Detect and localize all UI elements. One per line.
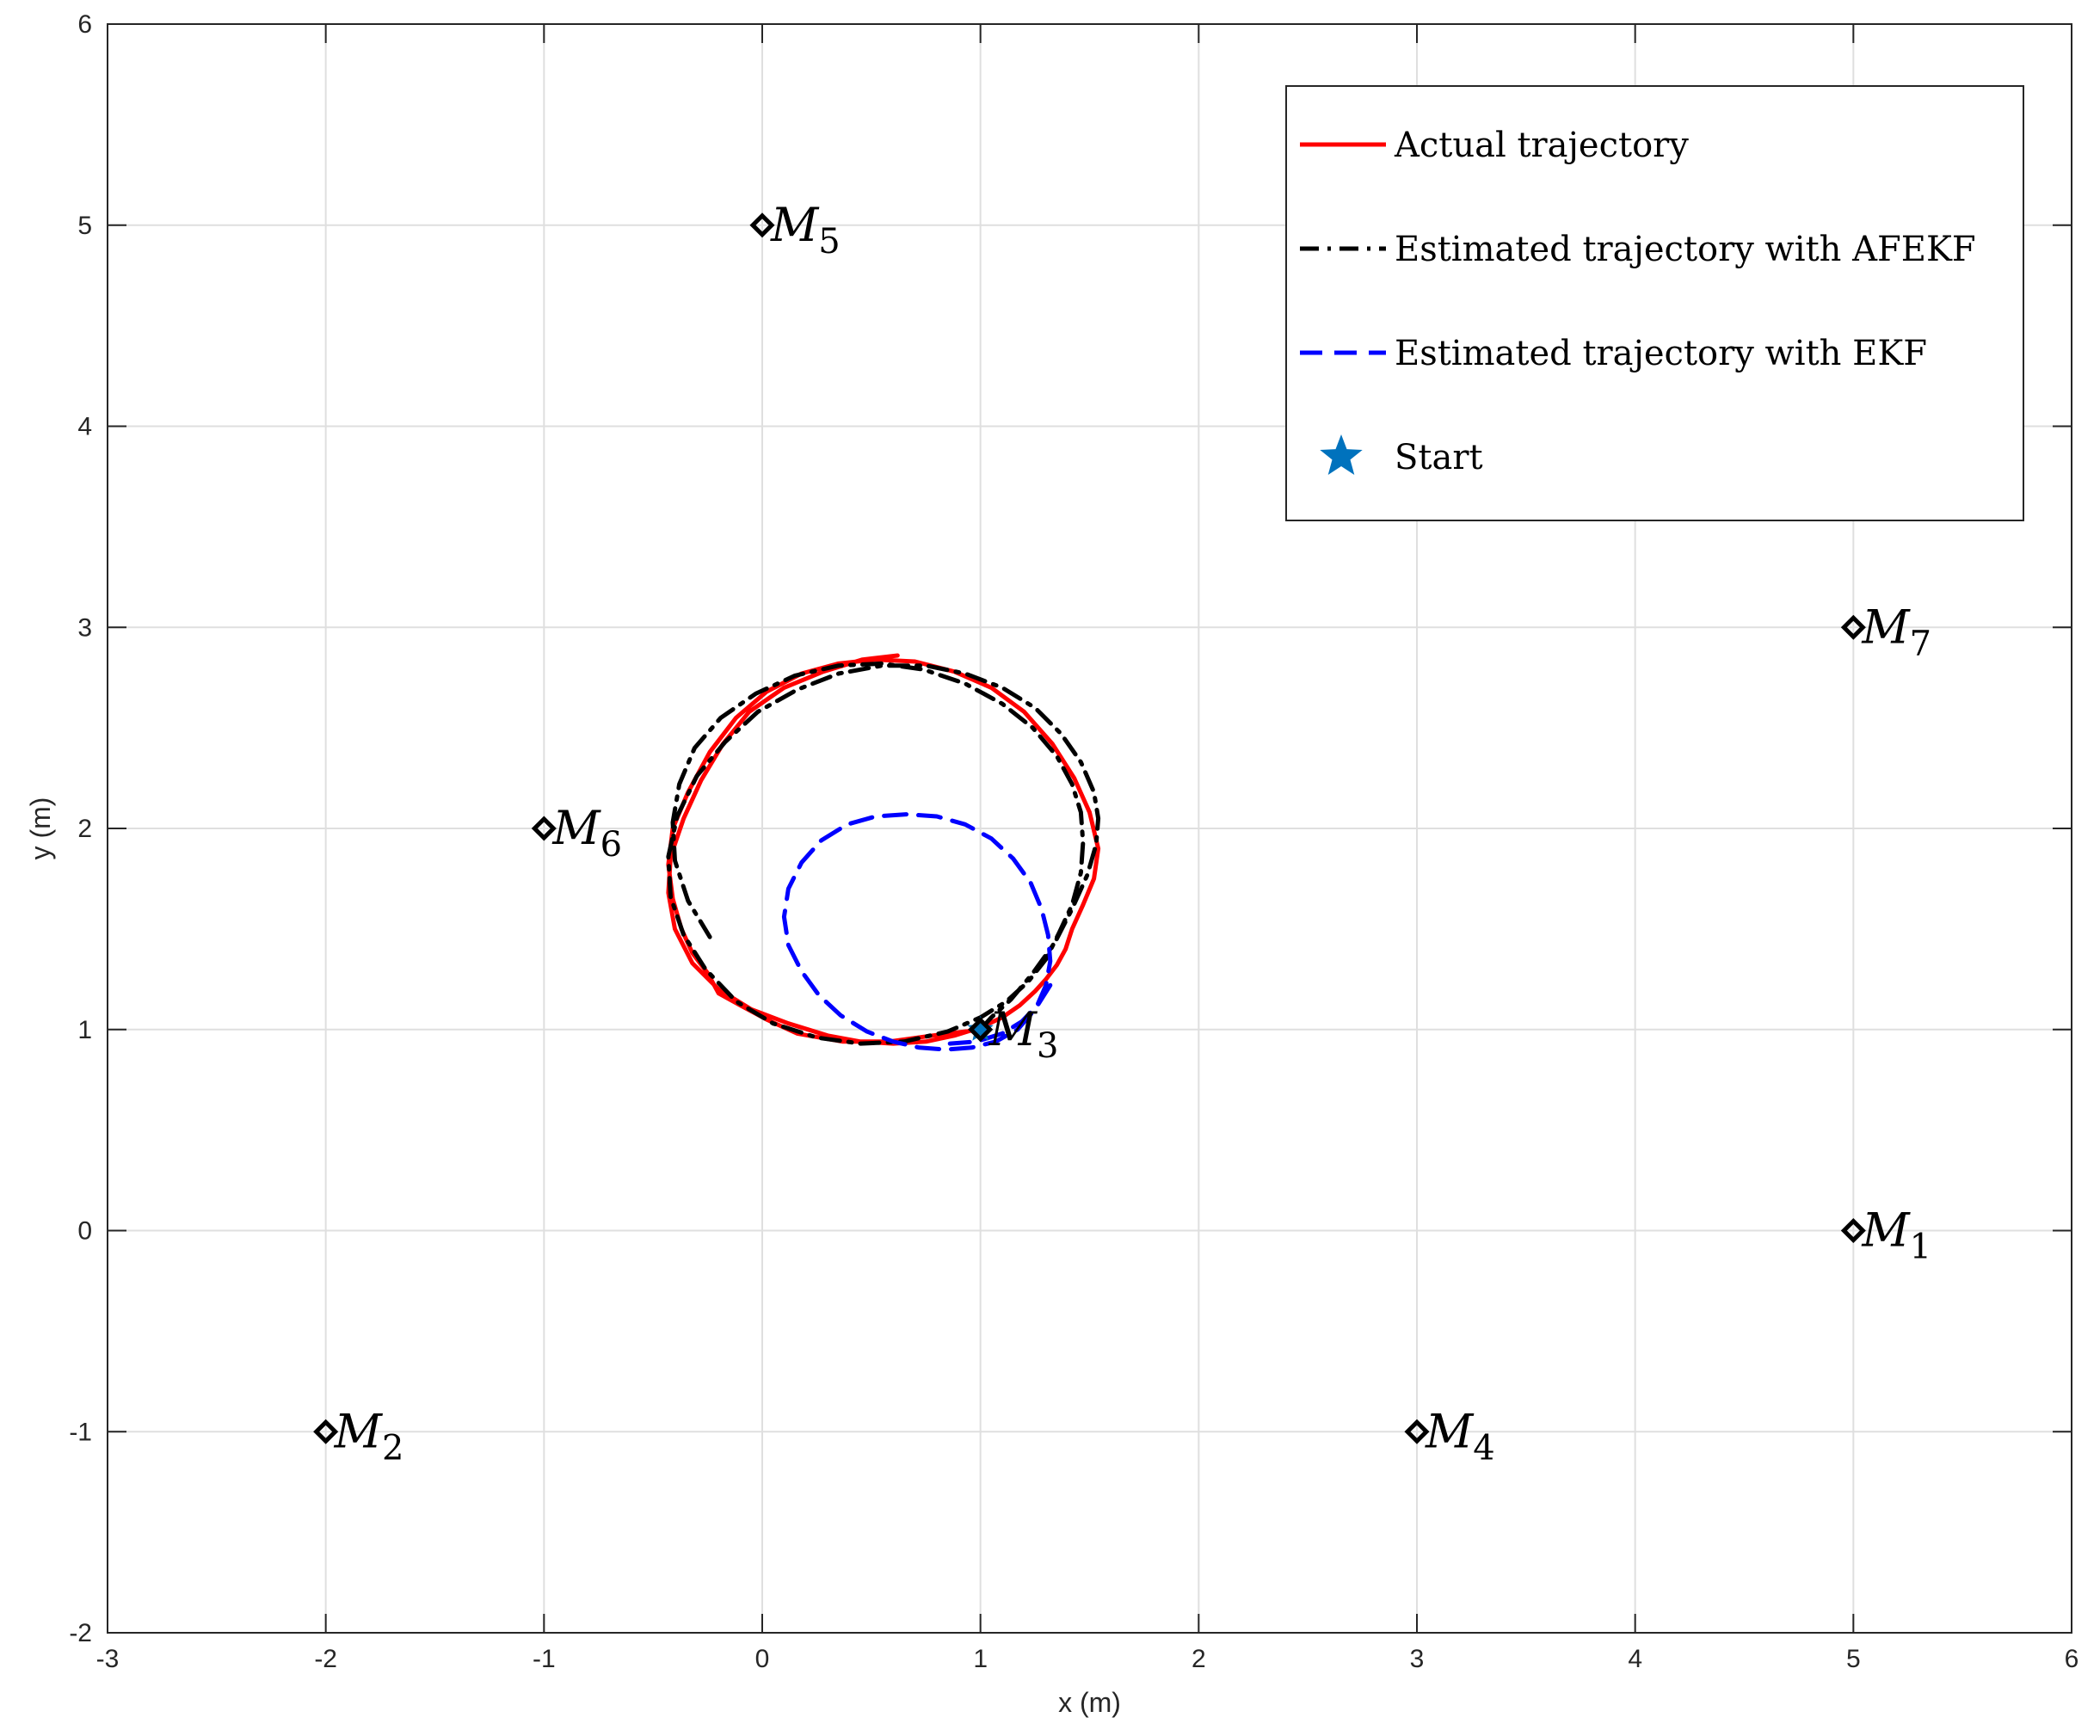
landmark-label-sub: 2: [382, 1428, 403, 1468]
series-layer: [666, 653, 1101, 1052]
landmark-label-sub: 4: [1473, 1428, 1494, 1468]
landmark-label-sub: 1: [1910, 1228, 1931, 1267]
y-axis-label: y (m): [25, 797, 56, 860]
landmark-label-sub: 3: [1037, 1026, 1058, 1066]
landmark-marker: [968, 1017, 994, 1043]
x-tick-label: 4: [1628, 1645, 1642, 1673]
landmark-label-main: M: [334, 1404, 384, 1458]
y-tick-label: 5: [77, 212, 92, 240]
legend-entry-label: Actual trajectory: [1394, 126, 1689, 165]
x-tick-label: -1: [533, 1645, 556, 1673]
y-tick-label: 2: [77, 815, 92, 843]
landmark-label-main: M: [988, 1002, 1038, 1056]
landmark-label: M2: [334, 1404, 404, 1468]
landmark-label: M3: [988, 1002, 1059, 1066]
landmark-marker: [749, 212, 775, 238]
landmark-label-main: M: [1861, 1204, 1911, 1258]
legend-box: [1285, 85, 2024, 521]
landmark-marker: [1840, 1217, 1866, 1244]
series-line-1: [666, 653, 1101, 1046]
landmark-label: M5: [770, 198, 841, 262]
landmark-label: M4: [1425, 1404, 1495, 1468]
y-tick-label: 3: [77, 613, 92, 642]
landmark-label-sub: 7: [1910, 624, 1931, 663]
landmark-label-sub: 5: [818, 222, 840, 262]
x-tick-label: 3: [1410, 1645, 1425, 1673]
y-tick-label: -2: [69, 1619, 92, 1647]
landmark-label-sub: 6: [600, 825, 622, 865]
legend: Actual trajectory Estimated trajectory wi…: [1285, 85, 2024, 521]
landmark-label-main: M: [1425, 1404, 1475, 1458]
landmark-label: M7: [1861, 600, 1931, 663]
landmark-label: M1: [1861, 1204, 1931, 1267]
x-tick-label: -3: [96, 1645, 120, 1673]
landmark-marker: [313, 1419, 339, 1444]
landmark-label: M6: [551, 801, 622, 865]
legend-swatch-start: [1320, 434, 1363, 475]
x-tick-label: 0: [755, 1645, 770, 1673]
y-tick-label: 0: [77, 1217, 92, 1246]
x-tick-label: 2: [1192, 1645, 1206, 1673]
series-line-2: [666, 661, 1101, 1046]
y-tick-label: -1: [69, 1418, 92, 1446]
x-tick-label: 5: [1846, 1645, 1861, 1673]
start-marker: [967, 1015, 994, 1041]
x-tick-label: 1: [973, 1645, 988, 1673]
landmark-marker: [1840, 614, 1866, 640]
legend-entry-label: Estimated trajectory with EKF: [1395, 334, 1927, 373]
y-tick-label: 4: [77, 413, 92, 441]
landmark-label-main: M: [1861, 600, 1911, 654]
landmark-marker: [531, 816, 557, 841]
landmark-marker: [1404, 1419, 1430, 1444]
x-axis-label: x (m): [1058, 1687, 1121, 1718]
y-tick-label: 1: [77, 1016, 92, 1044]
legend-entry-label: Estimated trajectory with AFEKF: [1395, 230, 1976, 269]
series-line-3: [781, 812, 1053, 1052]
x-tick-label: -2: [314, 1645, 337, 1673]
x-tick-label: 6: [2065, 1645, 2079, 1673]
landmark-label-main: M: [770, 198, 820, 252]
landmark-label-main: M: [551, 801, 601, 855]
y-tick-label: 6: [77, 10, 92, 39]
legend-entry-label: Start: [1395, 438, 1483, 477]
